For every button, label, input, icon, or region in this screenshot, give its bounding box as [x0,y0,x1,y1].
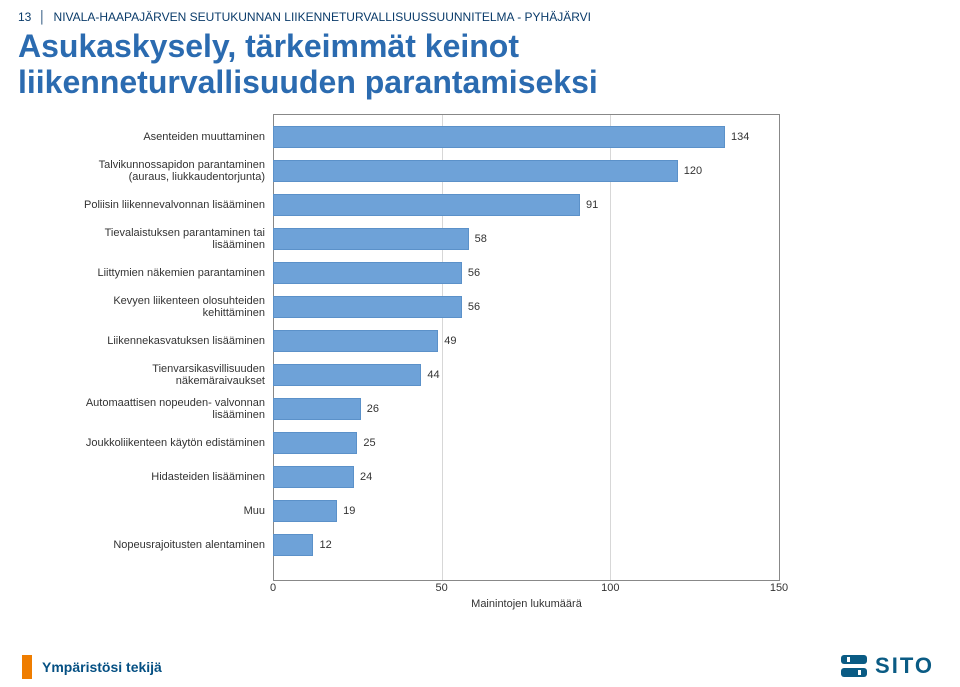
bar-value-label: 25 [363,437,375,449]
bar-plot-cell: 25 [273,426,780,460]
category-label: Poliisin liikennevalvonnan lisääminen [60,199,273,211]
bar-value-label: 120 [684,165,702,177]
category-label: Joukkoliikenteen käytön edistäminen [60,437,273,449]
chart-row: Joukkoliikenteen käytön edistäminen 25 [60,426,780,460]
chart-row: Muu 19 [60,494,780,528]
page-title: Asukaskysely, tärkeimmät keinot liikenne… [0,24,918,100]
bar-plot-cell: 49 [273,324,780,358]
bar [273,330,438,352]
logo-icon [841,655,867,677]
bar-plot-cell: 58 [273,222,780,256]
category-label: Muu [60,505,273,517]
page-number: 13 [18,10,31,24]
logo-text: SITO [875,653,934,679]
bar-plot-cell: 12 [273,528,780,562]
category-label: Talvikunnossapidon parantaminen (auraus,… [60,159,273,183]
bar-value-label: 58 [475,233,487,245]
chart-rows: Asenteiden muuttaminen 134 Talvikunnossapi… [60,120,780,562]
title-line-2: liikenneturvallisuuden parantamiseksi [18,64,598,100]
chart-row: Automaattisen nopeuden- valvonnan lisääm… [60,392,780,426]
doc-title: NIVALA-HAAPAJÄRVEN SEUTUKUNNAN LIIKENNET… [54,10,591,24]
chart-row: Liittymien näkemien parantaminen 56 [60,256,780,290]
bar [273,534,313,556]
chart-row: Hidasteiden lisääminen 24 [60,460,780,494]
bar [273,228,469,250]
bar [273,398,361,420]
bar-value-label: 44 [427,369,439,381]
category-label: Nopeusrajoitusten alentaminen [60,539,273,551]
footer-accent-bar [22,655,32,679]
bar [273,432,357,454]
bar [273,262,462,284]
bar-plot-cell: 56 [273,290,780,324]
category-label: Liikennekasvatuksen lisääminen [60,335,273,347]
x-tick-label: 50 [436,582,448,594]
bar-plot-cell: 24 [273,460,780,494]
brand-logo: SITO [841,653,934,679]
bar [273,194,580,216]
bar-plot-cell: 44 [273,358,780,392]
bar [273,500,337,522]
chart-row: Tienvarsikasvillisuuden näkemäraivaukset… [60,358,780,392]
chart-row: Tievalaistuksen parantaminen tai lisäämi… [60,222,780,256]
chart-row: Asenteiden muuttaminen 134 [60,120,780,154]
page-footer: Ympäristösi tekijä SITO [0,647,960,687]
bar-plot-cell: 91 [273,188,780,222]
bar-value-label: 26 [367,403,379,415]
bar-chart: Asenteiden muuttaminen 134 Talvikunnossapi… [60,120,780,610]
bar-value-label: 56 [468,301,480,313]
title-line-1: Asukaskysely, tärkeimmät keinot [18,28,519,64]
bar [273,126,725,148]
x-tick-label: 150 [770,582,788,594]
chart-row: Liikennekasvatuksen lisääminen 49 [60,324,780,358]
bar [273,160,678,182]
bar [273,364,421,386]
header-separator: │ [39,10,47,24]
x-tick-label: 100 [601,582,619,594]
bar [273,466,354,488]
bar-plot-cell: 26 [273,392,780,426]
bar-plot-cell: 19 [273,494,780,528]
bar-value-label: 19 [343,505,355,517]
chart-row: Kevyen liikenteen olosuhteiden kehittämi… [60,290,780,324]
category-label: Hidasteiden lisääminen [60,471,273,483]
bar-value-label: 91 [586,199,598,211]
x-axis-label: Mainintojen lukumäärä [273,598,780,610]
bar-plot-cell: 56 [273,256,780,290]
bar-value-label: 49 [444,335,456,347]
chart-row: Poliisin liikennevalvonnan lisääminen 91 [60,188,780,222]
bar [273,296,462,318]
x-tick-label: 0 [270,582,276,594]
bar-value-label: 56 [468,267,480,279]
category-label: Liittymien näkemien parantaminen [60,267,273,279]
category-label: Kevyen liikenteen olosuhteiden kehittämi… [60,295,273,319]
bar-value-label: 12 [319,539,331,551]
category-label: Asenteiden muuttaminen [60,131,273,143]
bar-plot-cell: 134 [273,120,780,154]
bar-value-label: 134 [731,131,749,143]
bar-plot-cell: 120 [273,154,780,188]
category-label: Tienvarsikasvillisuuden näkemäraivaukset [60,363,273,387]
category-label: Tievalaistuksen parantaminen tai lisäämi… [60,227,273,251]
chart-row: Talvikunnossapidon parantaminen (auraus,… [60,154,780,188]
document-header: 13 │ NIVALA-HAAPAJÄRVEN SEUTUKUNNAN LIIK… [0,0,960,24]
chart-row: Nopeusrajoitusten alentaminen 12 [60,528,780,562]
category-label: Automaattisen nopeuden- valvonnan lisääm… [60,397,273,421]
footer-tagline: Ympäristösi tekijä [42,659,162,675]
bar-value-label: 24 [360,471,372,483]
